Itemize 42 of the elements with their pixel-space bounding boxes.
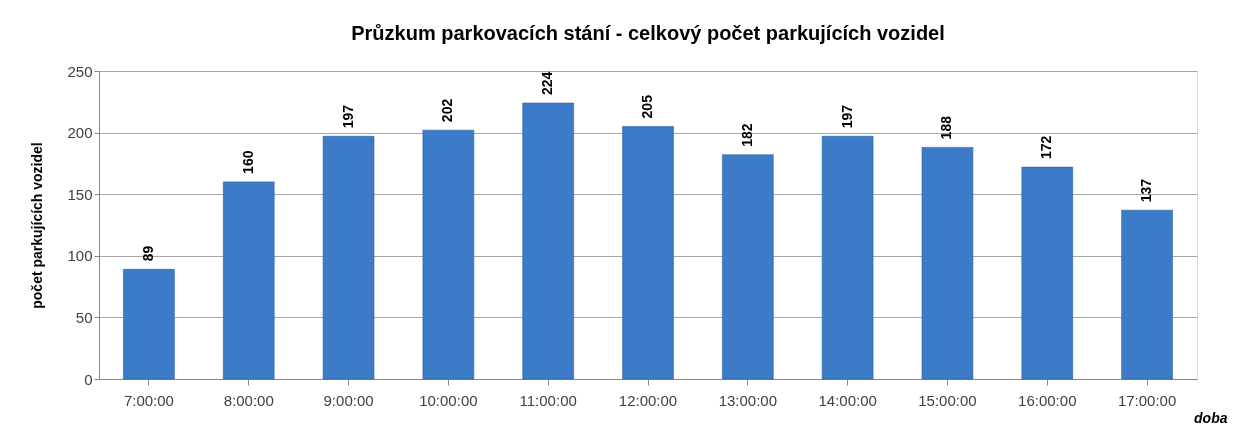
x-tick-label: 9:00:00	[323, 391, 374, 409]
data-label: 188	[938, 115, 955, 140]
bar	[422, 129, 475, 380]
x-tick-label: 8:00:00	[223, 391, 274, 409]
bar	[522, 102, 574, 380]
x-axis-title: doba	[1194, 409, 1228, 426]
x-tick-label: 17:00:00	[1117, 391, 1177, 409]
x-tick-label: 7:00:00	[123, 391, 174, 409]
y-tick-label: 0	[84, 370, 93, 388]
data-label: 137	[1138, 178, 1155, 203]
bar	[722, 154, 774, 380]
x-tick-label: 14:00:00	[818, 391, 877, 409]
bar	[1121, 209, 1173, 380]
data-label: 160	[239, 150, 256, 174]
data-label: 182	[738, 123, 755, 147]
bar	[622, 126, 674, 380]
data-label: 89	[139, 245, 156, 262]
x-tick-label: 12:00:00	[618, 391, 678, 409]
bar	[123, 269, 175, 380]
y-tick-label: 50	[75, 308, 93, 326]
x-tick-label: 13:00:00	[718, 391, 778, 409]
data-label: 205	[639, 94, 655, 119]
data-label: 202	[439, 98, 456, 123]
bar	[921, 147, 974, 380]
y-tick-label: 250	[67, 62, 93, 80]
y-tick-label: 200	[67, 124, 93, 142]
data-label: 197	[339, 104, 356, 129]
y-tick-label: 150	[67, 185, 93, 203]
chart-title: Průzkum parkovacích stání - celkový počet parkujících vozidel	[351, 22, 945, 44]
bar	[1021, 166, 1074, 380]
data-label: 197	[838, 104, 855, 129]
data-label: 172	[1038, 135, 1055, 160]
x-tick-label: 11:00:00	[519, 391, 577, 409]
y-axis-title: počet parkujících vozidel	[29, 142, 46, 309]
data-label: 224	[539, 71, 556, 96]
y-tick-label: 100	[67, 247, 93, 265]
x-tick-label: 16:00:00	[1018, 391, 1077, 409]
x-tick-label: 10:00:00	[419, 391, 478, 409]
bar	[222, 181, 275, 380]
bar	[821, 136, 874, 380]
x-tick-label: 15:00:00	[918, 391, 977, 409]
bar	[322, 136, 375, 380]
